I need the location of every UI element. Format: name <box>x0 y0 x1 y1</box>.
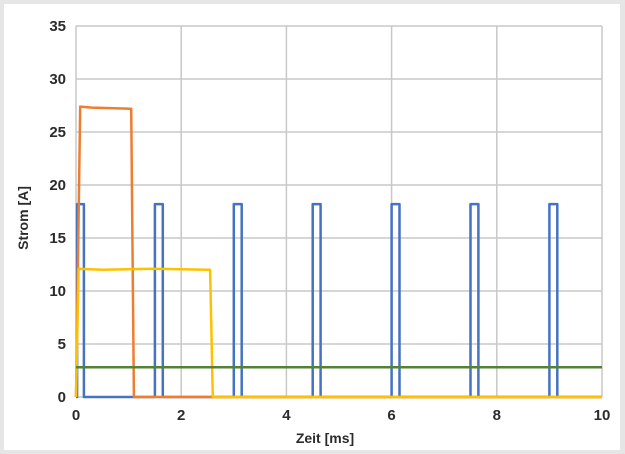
y-tick-label: 35 <box>49 18 66 35</box>
x-tick-label: 8 <box>493 407 501 424</box>
x-tick-label: 0 <box>72 407 80 424</box>
y-axis-title: Strom [A] <box>15 186 31 250</box>
x-axis-title: Zeit [ms] <box>296 430 354 446</box>
x-tick-label: 6 <box>387 407 395 424</box>
series-layer <box>74 105 602 399</box>
chart-frame: 0 2 4 6 8 10 0 5 10 15 20 25 30 35 Zeit [ms] Strom [… <box>4 4 620 450</box>
y-tick-label: 0 <box>58 389 66 406</box>
x-tick-labels: 0 2 4 6 8 10 <box>72 407 611 424</box>
y-tick-label: 20 <box>49 177 66 194</box>
x-tick-label: 4 <box>282 407 291 424</box>
y-tick-label: 25 <box>49 124 66 141</box>
x-tick-label: 2 <box>177 407 185 424</box>
y-tick-label: 15 <box>49 230 66 247</box>
x-tick-label: 10 <box>594 407 611 424</box>
y-tick-label: 10 <box>49 283 66 300</box>
grid <box>75 25 603 398</box>
series-line-3 <box>74 267 602 399</box>
y-tick-label: 5 <box>58 336 66 353</box>
y-tick-labels: 0 5 10 15 20 25 30 35 <box>49 18 66 406</box>
current-chart: 0 2 4 6 8 10 0 5 10 15 20 25 30 35 Zeit [ms] Strom [… <box>15 18 611 446</box>
y-tick-label: 30 <box>49 71 66 88</box>
series-line-2 <box>74 105 602 399</box>
